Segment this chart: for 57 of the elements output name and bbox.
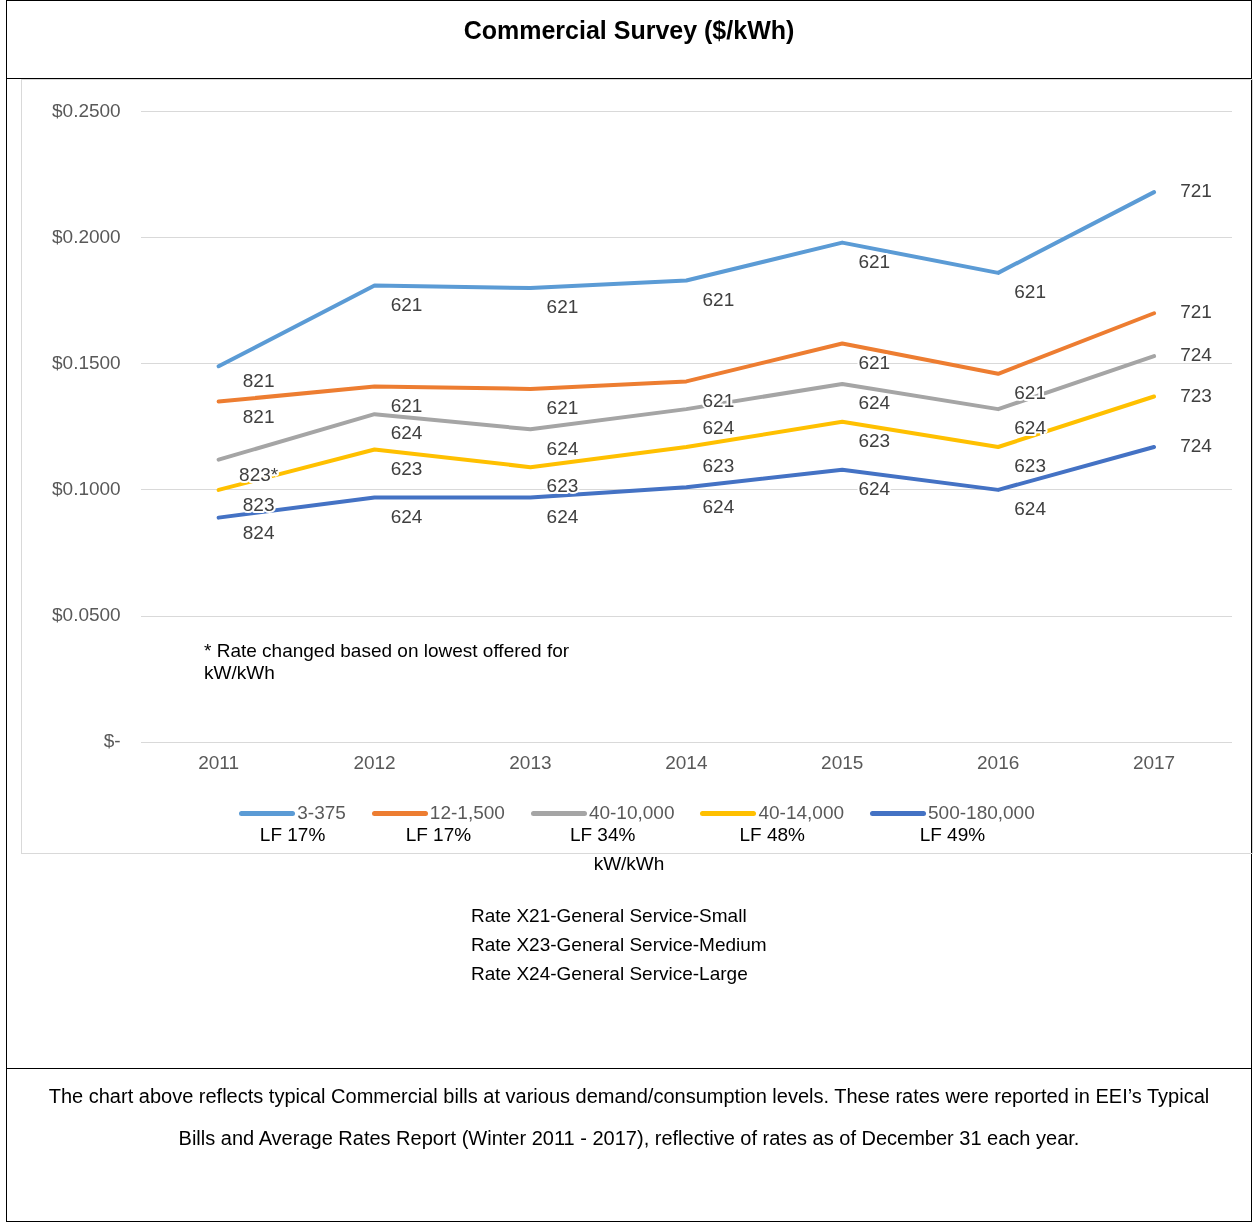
annotation: 724 <box>1180 344 1213 366</box>
chart-title: Commercial Survey ($/kWh) <box>7 1 1251 79</box>
x-tick-label: 2016 <box>977 751 1020 773</box>
annotation: 723 <box>1180 384 1212 406</box>
x-tick-label: 2012 <box>353 751 396 773</box>
annotation: 623 <box>390 457 423 479</box>
legend-label: 3-375 LF 17% <box>259 802 346 846</box>
x-tick-label: 2015 <box>821 751 864 773</box>
y-tick-label: $0.0500 <box>51 604 121 626</box>
legend-label: 40-10,000 LF 34% <box>569 802 675 846</box>
y-tick-label: $0.1500 <box>51 351 121 373</box>
annotation: 821 <box>242 405 275 427</box>
annotation: 621 <box>858 351 891 373</box>
annotation: 621 <box>390 293 423 315</box>
annotation: 621 <box>858 250 891 272</box>
x-tick-label: 2014 <box>665 751 708 773</box>
annotation: 721 <box>1180 180 1212 202</box>
annotation: 624 <box>546 437 579 459</box>
annotation: 621 <box>1014 281 1046 303</box>
annotation: 623 <box>546 475 579 497</box>
text: Rate X21-General Service-Small Rate X23-General Service-Medium Rate X24-General Service-Large <box>471 904 767 986</box>
annotation: 624 <box>858 477 891 499</box>
annotation: 823 <box>242 494 275 516</box>
annotation: 624 <box>702 495 735 517</box>
annotation: 621 <box>702 389 735 411</box>
y-tick-label: $- <box>103 730 121 752</box>
annotation: 624 <box>1014 498 1047 520</box>
annotation: 624 <box>702 417 735 439</box>
legend-label: 40-14,000 LF 48% <box>739 802 845 846</box>
annotation: 721 <box>1180 301 1212 323</box>
text: The chart above reflects typical Commercial bills at various demand/consumption levels. These rates were reported in EEI’s Typical Bills and Average Rates Report (Winter 2011 - 2017), reflective of rates as of December 31 each year. <box>7 1068 1251 1165</box>
legend-label: 12-1,500 LF 17% <box>405 802 505 846</box>
annotation: 621 <box>546 296 579 318</box>
annotation: 624 <box>546 505 579 527</box>
y-tick-label: $0.2000 <box>51 225 121 247</box>
annotation: 621 <box>546 397 579 419</box>
annotation: 623 <box>702 455 735 477</box>
annotation: 724 <box>1180 435 1213 457</box>
annotation: 621 <box>390 394 423 416</box>
legend-label: 500-180,000 LF 49% <box>919 802 1035 846</box>
annotation: 621 <box>702 288 735 310</box>
x-tick-label: 2017 <box>1132 751 1176 773</box>
annotation: 623 <box>1014 455 1046 477</box>
x-tick-label: 2013 <box>509 751 552 773</box>
annotation: 621 <box>1014 382 1046 404</box>
annotation: 624 <box>858 392 891 414</box>
y-tick-label: $0.1000 <box>51 478 121 500</box>
annotation: 623 <box>858 429 891 451</box>
annotation: 821 <box>242 370 275 392</box>
annotation: * Rate changed based on lowest offered for kW/kWh <box>204 640 571 684</box>
x-tick-label: 2011 <box>198 751 240 773</box>
annotation: 624 <box>390 422 423 444</box>
annotation: 624 <box>1014 417 1047 439</box>
y-tick-label: $0.2500 <box>51 99 121 121</box>
annotation: 624 <box>390 505 423 527</box>
annotation: 824 <box>242 521 275 543</box>
x-axis-title: kW/kWh <box>592 853 666 875</box>
